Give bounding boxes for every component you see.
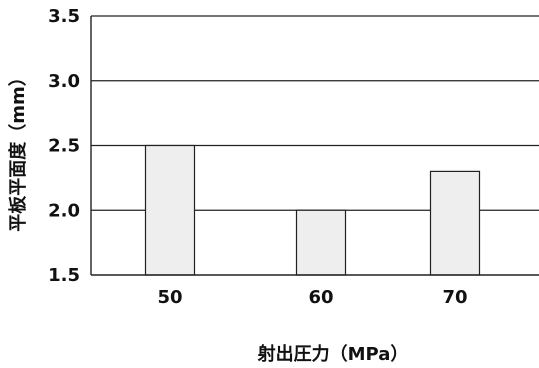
x-tick-labels: 50 60 70	[157, 287, 467, 308]
y-tick-label: 2.5	[48, 136, 80, 157]
bar	[429, 170, 481, 276]
y-tick-label: 1.5	[48, 265, 80, 286]
bar	[144, 144, 196, 276]
bar	[295, 209, 347, 276]
x-tick-label: 70	[442, 287, 467, 308]
x-tick-label: 60	[308, 287, 333, 308]
x-tick-label: 50	[157, 287, 182, 308]
y-tick-label: 3.5	[48, 6, 80, 27]
x-axis-title: 射出圧力（MPa）	[257, 343, 409, 365]
y-tick-label: 3.0	[48, 71, 80, 92]
y-tick-labels: 1.5 2.0 2.5 3.0 3.5	[48, 6, 80, 286]
y-tick-label: 2.0	[48, 200, 80, 221]
axes	[90, 16, 539, 276]
y-axis-title: 平板平面度（mm）	[7, 68, 29, 232]
